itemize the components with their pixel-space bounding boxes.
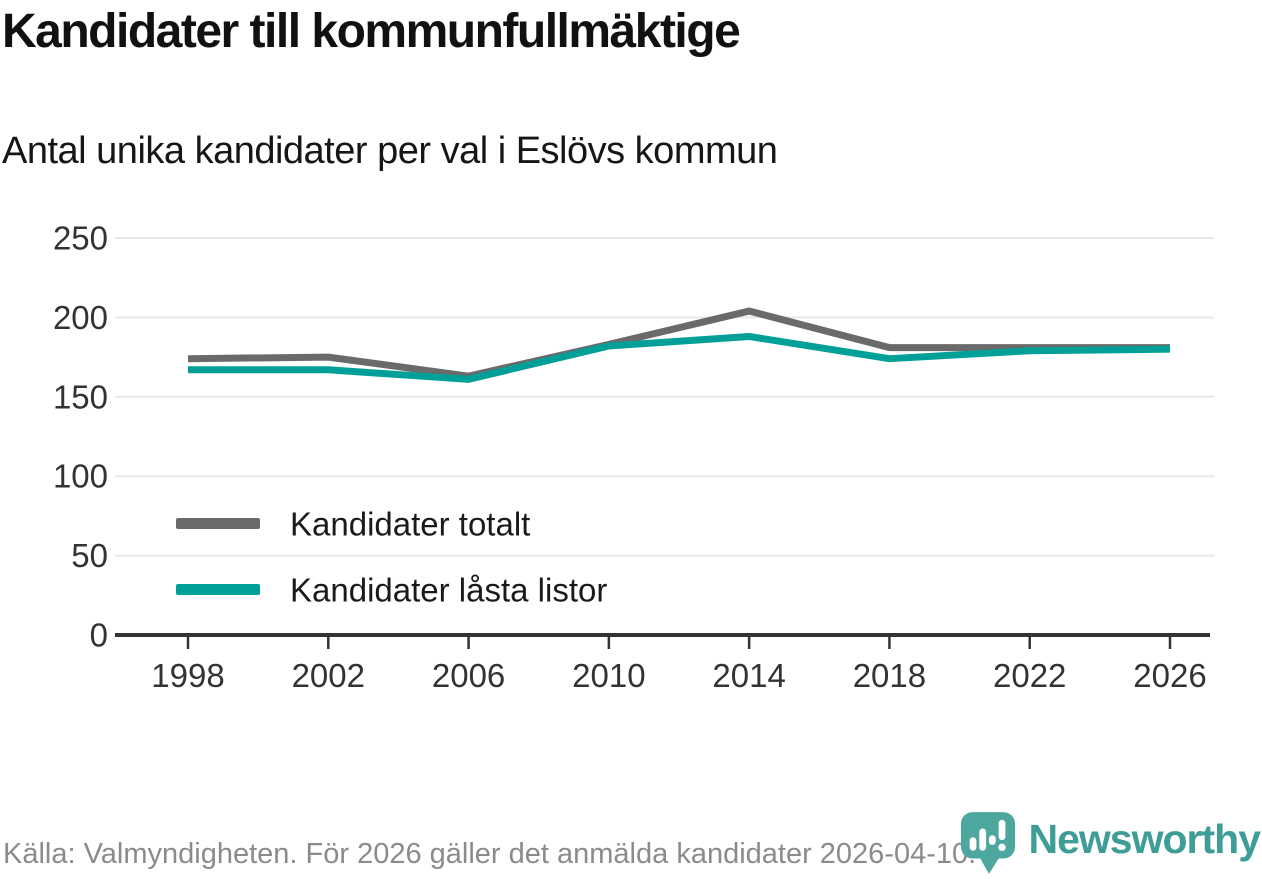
line-chart: 0 50 100 150 200 250 1998 2002 2006 2010 2014 2018 2… — [53, 220, 1214, 694]
y-tick-label: 100 — [53, 458, 108, 495]
chart-subtitle: Antal unika kandidater per val i Eslövs … — [2, 130, 778, 172]
x-tick-label: 2002 — [292, 657, 365, 694]
chart-title: Kandidater till kommunfullmäktige — [2, 5, 741, 58]
x-tick-label: 2006 — [432, 657, 505, 694]
x-tick-label: 2026 — [1133, 657, 1206, 694]
bar-chart-pin-icon — [960, 812, 1015, 874]
series-line-total — [187, 307, 1170, 380]
x-tick-label: 2022 — [993, 657, 1066, 694]
x-tick-label: 2014 — [712, 657, 785, 694]
legend-label: Kandidater totalt — [290, 506, 530, 543]
y-tick-label: 50 — [71, 537, 108, 574]
legend-swatch — [176, 518, 260, 529]
series-line-locked — [188, 332, 1171, 383]
legend-label: Kandidater låsta listor — [290, 572, 607, 609]
x-tick-label: 2018 — [853, 657, 926, 694]
source-note: Källa: Valmyndigheten. För 2026 gäller d… — [3, 838, 977, 870]
x-tick-label: 2010 — [572, 657, 645, 694]
y-tick-label: 150 — [53, 378, 108, 415]
newsworthy-logo[interactable]: Newsworthy — [959, 810, 1261, 876]
y-tick-label: 250 — [53, 220, 108, 257]
x-tick-label: 1998 — [151, 657, 224, 694]
y-tick-label: 200 — [53, 299, 108, 336]
newsworthy-wordmark: Newsworthy — [1028, 816, 1261, 862]
legend-swatch — [176, 584, 260, 595]
y-tick-label: 0 — [90, 617, 108, 654]
